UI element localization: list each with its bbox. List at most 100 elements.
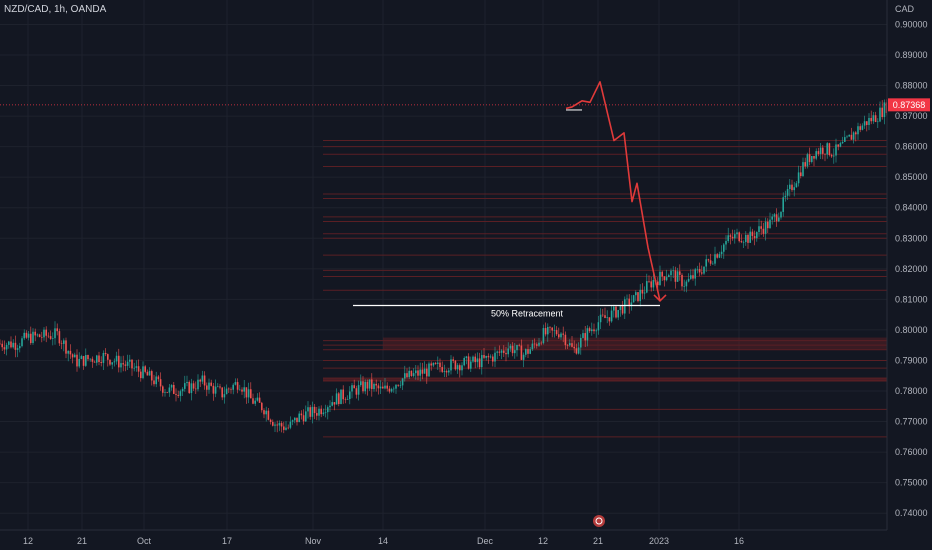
- candle-body: [379, 386, 382, 389]
- candle-body: [789, 184, 791, 190]
- candle-body: [562, 333, 564, 335]
- candle-body: [87, 354, 89, 360]
- x-tick-label: 12: [538, 536, 548, 546]
- candle-body: [239, 389, 241, 391]
- candle-body: [76, 354, 78, 367]
- candle-body: [657, 281, 659, 286]
- candle-body: [197, 379, 199, 390]
- candle-body: [327, 407, 329, 413]
- candle-body: [852, 132, 855, 140]
- candle-body: [496, 351, 498, 353]
- candle-body: [621, 306, 624, 314]
- candle-body: [8, 341, 10, 345]
- candle-body: [192, 383, 195, 389]
- candle-body: [696, 269, 699, 270]
- candle-body: [610, 310, 613, 322]
- candle-body: [390, 389, 393, 392]
- x-tick-label: 21: [593, 536, 603, 546]
- candle-body: [604, 315, 606, 319]
- candle-body: [674, 270, 677, 282]
- candle-body: [679, 271, 681, 275]
- candle-body: [734, 234, 736, 239]
- candle-body: [813, 155, 815, 159]
- candle-body: [822, 147, 824, 154]
- candle-body: [555, 330, 558, 335]
- price-axis[interactable]: CAD 0.74000 0.75000 0.76000 0.77000 0.78000 0…: [886, 0, 932, 550]
- candle-body: [661, 271, 663, 277]
- candle-body: [417, 370, 419, 376]
- candle-body: [412, 373, 415, 376]
- event-icon[interactable]: [593, 515, 605, 527]
- candle-body: [582, 333, 584, 338]
- candle-body: [580, 337, 582, 348]
- candle-body: [751, 231, 754, 237]
- candle-body: [329, 405, 331, 408]
- candle-body: [166, 392, 168, 393]
- candle-body: [509, 345, 512, 349]
- candle-body: [428, 363, 430, 377]
- candle-body: [278, 423, 281, 426]
- candle-body: [338, 393, 340, 405]
- candle-body: [767, 221, 769, 229]
- candle-body: [302, 415, 305, 422]
- candle-body: [507, 348, 509, 355]
- candle-body: [595, 330, 597, 332]
- candle-body: [683, 286, 685, 287]
- projection-path[interactable]: [565, 81, 661, 302]
- candle-body: [606, 317, 608, 319]
- candle-body: [175, 393, 177, 395]
- candle-body: [593, 329, 595, 332]
- candle-body: [60, 343, 63, 344]
- candle-body: [298, 413, 300, 423]
- candle-body: [551, 327, 553, 331]
- candle-body: [280, 423, 283, 427]
- candle-body: [489, 356, 492, 358]
- candle-body: [690, 275, 692, 279]
- candle-body: [584, 333, 586, 341]
- candle-body: [41, 337, 43, 338]
- candle-body: [230, 389, 232, 390]
- candle-body: [122, 363, 124, 365]
- candle-body: [652, 280, 655, 288]
- candle-body: [219, 386, 221, 388]
- candle-body: [335, 393, 338, 405]
- candle-body: [597, 322, 600, 331]
- candle-body: [445, 370, 448, 373]
- candle-body: [311, 406, 314, 417]
- y-tick-label: 0.87000: [895, 111, 928, 121]
- candle-body: [670, 270, 672, 276]
- candle-body: [560, 333, 562, 338]
- time-axis[interactable]: 12 21 Oct 17 Nov 14 Dec 12 21 2023 16: [0, 529, 932, 550]
- candle-body: [3, 347, 6, 350]
- support-zone-block: [323, 377, 887, 382]
- y-tick-label: 0.81000: [895, 294, 928, 304]
- candle-body: [25, 332, 28, 338]
- candle-body: [349, 391, 351, 400]
- candle-body: [14, 342, 17, 350]
- candle-body: [91, 358, 94, 362]
- candle-body: [52, 338, 54, 339]
- candle-body: [19, 346, 21, 349]
- candle-body: [274, 424, 276, 426]
- candle-body: [217, 386, 219, 388]
- candle-body: [481, 355, 483, 368]
- candle-body: [740, 241, 743, 243]
- candle-body: [113, 361, 116, 363]
- candle-body: [756, 232, 758, 239]
- candle-body: [698, 269, 701, 273]
- candle-body: [780, 211, 782, 218]
- candle-body: [267, 410, 270, 420]
- x-tick-label: 2023: [649, 536, 669, 546]
- candle-body: [199, 379, 201, 382]
- candle-body: [868, 117, 870, 126]
- candle-body: [452, 359, 454, 361]
- candle-body: [533, 343, 536, 345]
- x-tick-label: Oct: [137, 536, 152, 546]
- candle-body: [639, 289, 641, 302]
- candle-body: [181, 388, 184, 392]
- candle-body: [791, 184, 793, 191]
- candle-body: [133, 367, 135, 369]
- candle-body: [855, 132, 857, 135]
- candle-body: [676, 271, 679, 282]
